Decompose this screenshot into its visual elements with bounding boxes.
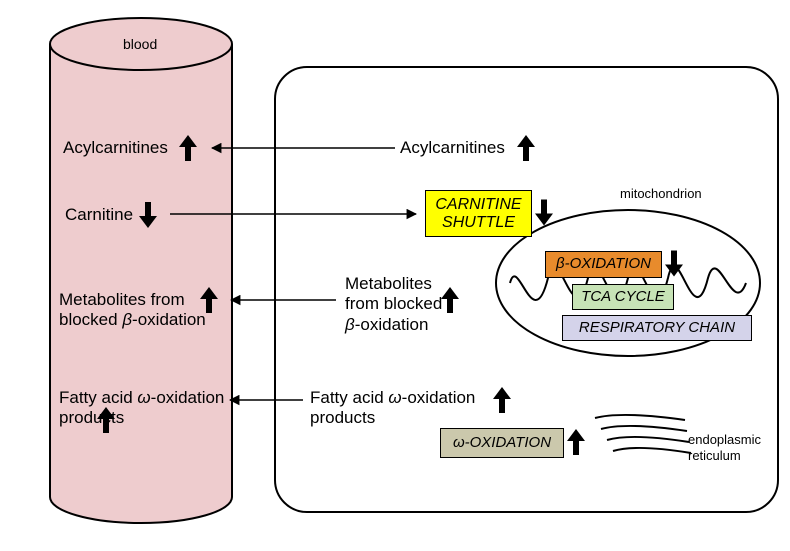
er-label: endoplasmicreticulum <box>688 432 761 463</box>
mitochondrion-label: mitochondrion <box>620 186 702 202</box>
cell-item-1: Metabolitesfrom blockedβ-oxidation <box>345 274 442 335</box>
process-tca_cycle: TCA CYCLE <box>572 284 674 310</box>
endoplasmic-reticulum <box>595 415 691 453</box>
process-beta_oxidation: β-OXIDATION <box>545 251 662 278</box>
blood-label: blood <box>123 36 157 53</box>
blood-item-0: Acylcarnitines <box>63 138 168 158</box>
blood-item-1: Carnitine <box>65 205 133 225</box>
cell-item-0: Acylcarnitines <box>400 138 505 158</box>
blood-item-3: Fatty acid ω-oxidationproducts <box>59 388 224 429</box>
blood-item-2: Metabolites fromblocked β-oxidation <box>59 290 206 331</box>
process-respiratory_chain: RESPIRATORY CHAIN <box>562 315 752 341</box>
blood-cylinder <box>50 18 232 523</box>
cell-item-2: Fatty acid ω-oxidationproducts <box>310 388 475 429</box>
diagram-canvas: blood mitochondrion endoplasmicreticulum Ac… <box>0 0 790 551</box>
process-carnitine_shuttle: CARNITINESHUTTLE <box>425 190 532 237</box>
process-omega_oxidation: ω-OXIDATION <box>440 428 564 458</box>
